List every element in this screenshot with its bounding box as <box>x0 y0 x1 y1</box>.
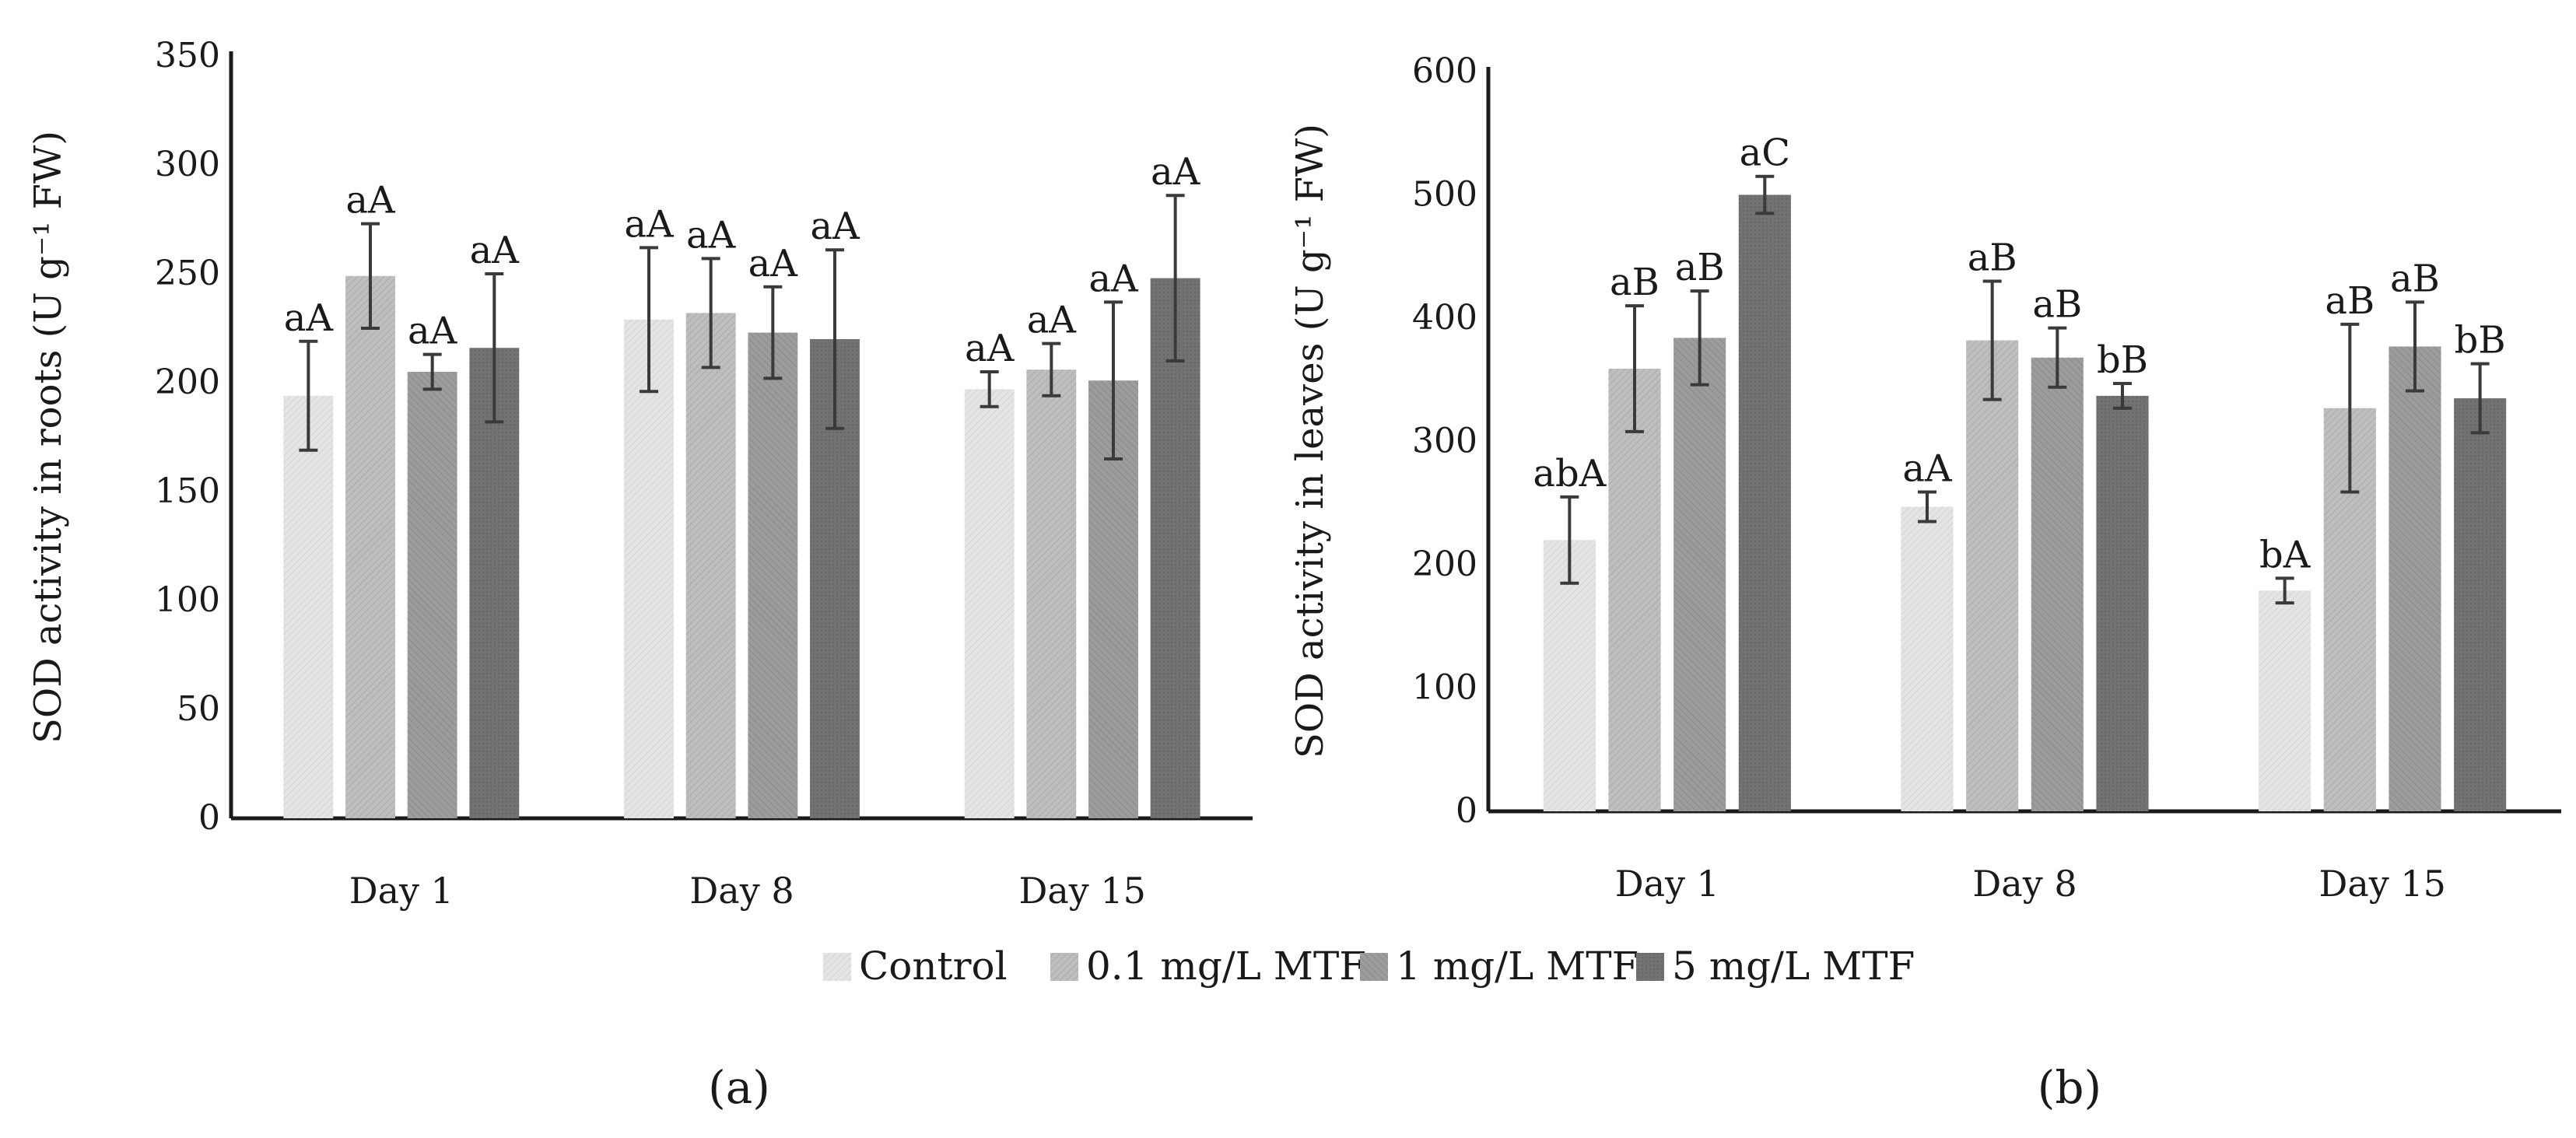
bar <box>2388 346 2441 812</box>
y-tick-label: 0 <box>1456 791 1477 831</box>
y-axis-label: SOD activity in roots (U g⁻¹ FW) <box>26 131 70 744</box>
significance-label: bB <box>2455 319 2506 362</box>
bar <box>1738 194 1791 811</box>
bar <box>2096 395 2149 812</box>
x-category-label: Day 15 <box>1018 870 1145 912</box>
y-tick-label: 500 <box>1412 175 1477 215</box>
significance-label: aA <box>1027 299 1078 342</box>
significance-label: bB <box>2097 338 2148 382</box>
x-category-label: Day 8 <box>689 870 794 912</box>
significance-label: aA <box>470 229 520 272</box>
bar <box>1674 338 1726 811</box>
y-tick-label: 250 <box>155 254 220 293</box>
bar <box>283 395 334 818</box>
bar <box>2454 398 2507 811</box>
y-tick-label: 350 <box>155 36 220 75</box>
bar <box>1150 278 1200 819</box>
bar <box>1026 369 1077 818</box>
significance-label: aC <box>1740 131 1790 175</box>
y-tick-label: 300 <box>1412 422 1477 461</box>
significance-label: aB <box>1968 236 2017 279</box>
chart-roots: 0 50 100 150 200 250 300 350 SOD activity in roo… <box>26 36 1253 912</box>
bar <box>2031 357 2084 812</box>
legend: Control 0.1 mg/L MTF 1 mg/L MTF 5 mg/L MTF <box>823 944 1915 989</box>
significance-label: aA <box>284 296 335 340</box>
bar <box>964 389 1015 818</box>
significance-label: aA <box>965 327 1015 370</box>
significance-label: aB <box>2032 283 2082 327</box>
legend-swatch <box>1360 953 1388 981</box>
y-tick-label: 150 <box>155 471 220 511</box>
x-category-label: Day 15 <box>2318 863 2445 905</box>
x-category-label: Day 8 <box>1972 863 2077 905</box>
bar <box>624 319 674 818</box>
significance-label: aB <box>2325 279 2374 323</box>
bar <box>1608 368 1661 811</box>
bar <box>407 372 457 818</box>
legend-label: 5 mg/L MTF <box>1672 944 1915 989</box>
y-tick-label: 100 <box>1412 668 1477 708</box>
panel-label-b: (b) <box>2038 1061 2101 1114</box>
y-tick-label: 100 <box>155 580 220 620</box>
bar <box>748 332 798 819</box>
legend-swatch <box>823 953 851 981</box>
significance-label: aB <box>1610 261 1660 304</box>
y-tick-label: 200 <box>155 362 220 402</box>
y-tick-label: 300 <box>155 145 220 184</box>
legend-label: 0.1 mg/L MTF <box>1086 944 1366 989</box>
x-category-label: Day 1 <box>349 870 454 912</box>
significance-label: aA <box>408 310 458 353</box>
significance-label: aA <box>1902 446 1953 490</box>
bar <box>1543 540 1596 811</box>
legend-swatch <box>1050 953 1078 981</box>
y-axis-label: SOD activity in leaves (U g⁻¹ FW) <box>1288 124 1332 758</box>
legend-label: Control <box>859 944 1008 989</box>
y-tick-label: 400 <box>1412 298 1477 338</box>
y-tick-label: 50 <box>177 689 220 729</box>
x-category-label: Day 1 <box>1615 863 1719 905</box>
significance-label: aA <box>345 179 396 222</box>
significance-label: bA <box>2259 533 2311 576</box>
significance-label: aA <box>624 202 675 246</box>
legend-swatch <box>1636 953 1664 981</box>
significance-label: aA <box>686 213 737 257</box>
y-tick-label: 0 <box>198 798 220 838</box>
bar <box>685 313 736 818</box>
legend-label: 1 mg/L MTF <box>1396 944 1638 989</box>
significance-label: abA <box>1533 452 1607 495</box>
chart-leaves: 0 100 200 300 400 500 600 SOD activity in leave… <box>1288 51 2561 905</box>
significance-label: aB <box>1675 246 1725 289</box>
significance-label: aA <box>810 205 860 248</box>
significance-label: aA <box>1088 257 1139 300</box>
bar <box>345 275 395 818</box>
bar <box>469 348 520 818</box>
y-tick-label: 200 <box>1412 544 1477 584</box>
significance-label: aB <box>2390 257 2440 300</box>
bar <box>1901 506 1954 811</box>
bar <box>1966 340 2019 811</box>
significance-label: aA <box>1151 150 1201 194</box>
bar <box>2259 590 2311 811</box>
y-tick-label: 600 <box>1412 51 1477 91</box>
significance-label: aA <box>748 242 799 285</box>
panel-label-a: (a) <box>708 1061 770 1114</box>
